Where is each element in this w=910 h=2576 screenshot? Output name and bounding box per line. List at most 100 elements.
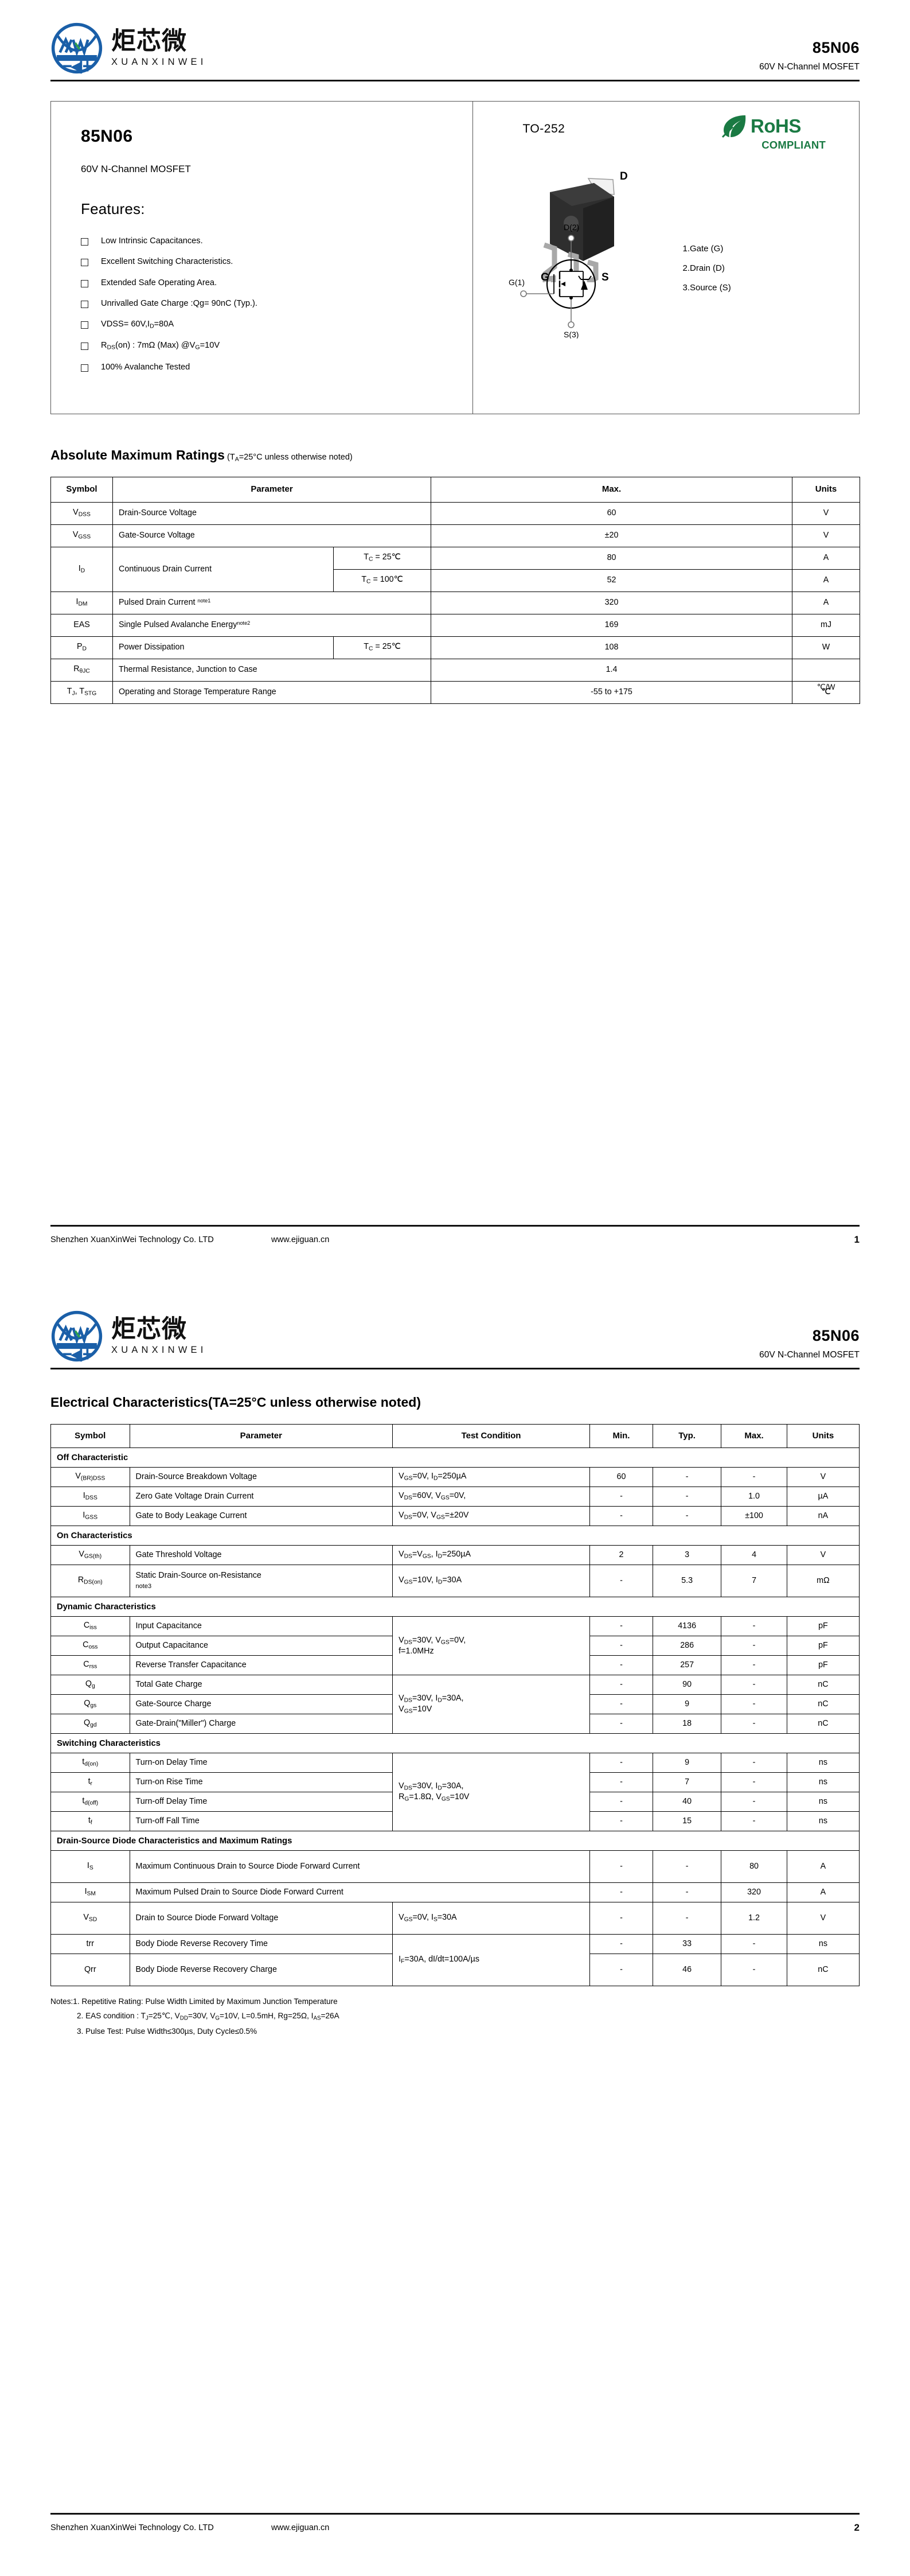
- footer-page-number: 2: [854, 2522, 860, 2533]
- features-heading: Features:: [81, 200, 145, 217]
- cell-parameter: Drain to Source Diode Forward Voltage: [129, 1902, 393, 1935]
- elec-condition: (TA=25°C unless otherwise noted): [208, 1395, 421, 1410]
- cell-min: -: [589, 1792, 654, 1812]
- col-symbol: Symbol: [50, 477, 113, 503]
- table-row: VGS(th) Gate Threshold Voltage VDS=VGS, …: [50, 1545, 860, 1566]
- cell-symbol: Ciss: [50, 1616, 130, 1637]
- elec-section-title: Electrical Characteristics(TA=25°C unles…: [50, 1395, 860, 1410]
- table-header-row: Symbol Parameter Max. Units: [50, 477, 861, 503]
- cell-symbol: VGSS: [50, 524, 113, 547]
- cell-typ: 257: [653, 1655, 722, 1676]
- col-test-condition: Test Condition: [392, 1423, 590, 1449]
- feature-label-rdson: RDS(on) : 7mΩ (Max) @VG=10V: [101, 341, 220, 351]
- cell-typ: -: [653, 1882, 722, 1903]
- table-row: ID Continuous Drain Current TC = 25℃ 80 …: [50, 547, 861, 592]
- cell-max: -: [721, 1714, 787, 1734]
- cell-units: pF: [786, 1636, 860, 1656]
- table-row: Qrr Body Diode Reverse Recovery Charge -…: [50, 1954, 860, 1987]
- cell-units: nC: [786, 1694, 860, 1715]
- cell-symbol: IDSS: [50, 1487, 130, 1507]
- cell-parameter: Drain-Source Breakdown Voltage: [129, 1467, 393, 1488]
- feature-item: Extended Safe Operating Area.: [81, 278, 472, 288]
- cell-symbol: VGS(th): [50, 1545, 130, 1566]
- cell-typ: 3: [653, 1545, 722, 1566]
- table-row: VGSS Gate-Source Voltage ±20 V: [50, 524, 861, 547]
- table-row: tr Turn-on Rise Time - 7 - ns: [50, 1772, 860, 1793]
- table-row: Crss Reverse Transfer Capacitance - 257 …: [50, 1655, 860, 1676]
- footer-url[interactable]: www.ejiguan.cn: [271, 1235, 330, 1244]
- table-row: IS Maximum Continuous Drain to Source Di…: [50, 1850, 860, 1884]
- pin-item-drain: 2.Drain (D): [682, 263, 725, 273]
- cell-units: A: [786, 1882, 860, 1903]
- mosfet-symbol-diagram: D(2) G(1): [496, 221, 668, 339]
- group-row-off: Off Characteristic: [50, 1447, 860, 1468]
- cell-condition: IF=30A, dI/dt=100A/µs: [392, 1934, 590, 1987]
- cell-symbol: IGSS: [50, 1506, 130, 1527]
- cell-units: nC: [786, 1714, 860, 1734]
- cell-min: -: [589, 1675, 654, 1695]
- cell-max: -: [721, 1753, 787, 1773]
- cell-units: ns: [786, 1753, 860, 1773]
- svg-text:S(3): S(3): [564, 330, 579, 338]
- cell-condition: VGS=0V, ID=250µA: [392, 1467, 590, 1488]
- cell-units: ℃/W: [792, 659, 861, 691]
- xxw-circle-logo-icon: [50, 1310, 103, 1363]
- page-header: 炬芯微 XUANXINWEI 85N06 60V N-Channel MOSFE…: [0, 0, 910, 75]
- footer-url[interactable]: www.ejiguan.cn: [271, 2523, 330, 2532]
- cell-typ: 5.3: [653, 1565, 722, 1598]
- cell-units: A: [786, 1850, 860, 1884]
- cell-units: nC: [786, 1954, 860, 1987]
- cell-typ: 286: [653, 1636, 722, 1656]
- cell-parameter: Static Drain-Source on-Resistance note3: [129, 1565, 393, 1598]
- checkbox-icon: [81, 259, 88, 267]
- cell-parameter: Output Capacitance: [129, 1636, 393, 1656]
- cell-min: -: [589, 1954, 654, 1987]
- cell-min: -: [589, 1636, 654, 1656]
- table-row: Qg Total Gate Charge VDS=30V, ID=30A, VGS…: [50, 1675, 860, 1734]
- cell-condition: VDS=30V, ID=30A, VGS=10V: [392, 1675, 590, 1734]
- table-row: TJ, TSTG Operating and Storage Temperatu…: [50, 681, 861, 704]
- table-row: IDSS Zero Gate Voltage Drain Current VDS…: [50, 1487, 860, 1507]
- cell-parameter: Gate to Body Leakage Current: [129, 1506, 393, 1527]
- feature-label: 100% Avalanche Tested: [101, 362, 190, 372]
- panel-divider: [472, 102, 474, 414]
- cell-parameter: Continuous Drain Current: [112, 547, 334, 592]
- table-row: IDM Pulsed Drain Current note1 320 A: [50, 592, 861, 614]
- brand-name-cn: 炬芯微: [111, 27, 187, 56]
- cell-max: -: [721, 1675, 787, 1695]
- cell-parameter: Gate-Source Charge: [129, 1694, 393, 1715]
- cell-symbol: VSD: [50, 1902, 130, 1935]
- cell-min: -: [589, 1616, 654, 1637]
- table-row: VDSS Drain-Source Voltage 60 V: [50, 502, 861, 525]
- header-part-number: 85N06: [812, 38, 860, 56]
- checkbox-icon: [81, 321, 88, 329]
- cell-max: 52: [431, 569, 793, 592]
- cell-units: V: [786, 1902, 860, 1935]
- feature-label: Low Intrinsic Capacitances.: [101, 236, 203, 246]
- cell-symbol: RθJC: [50, 659, 113, 682]
- group-label: On Characteristics: [50, 1526, 860, 1546]
- cell-max: 80: [721, 1850, 787, 1884]
- cell-units: A: [792, 547, 861, 570]
- cell-typ: 90: [653, 1675, 722, 1695]
- cell-condition: VDS=0V, VGS=±20V: [392, 1506, 590, 1527]
- col-min: Min.: [589, 1423, 654, 1449]
- cell-max: 60: [431, 502, 793, 525]
- cell-min: -: [589, 1694, 654, 1715]
- footer-company: Shenzhen XuanXinWei Technology Co. LTD: [50, 1235, 214, 1244]
- col-units: Units: [792, 477, 861, 503]
- cell-units: W: [792, 636, 861, 659]
- electrical-characteristics-table: Symbol Parameter Test Condition Min. Typ…: [50, 1423, 860, 1987]
- cell-condition: TC = 25℃: [333, 547, 432, 570]
- svg-text:S: S: [602, 271, 609, 282]
- cell-symbol: ISM: [50, 1882, 130, 1903]
- col-typ: Typ.: [653, 1423, 722, 1449]
- cell-symbol: IDM: [50, 592, 113, 614]
- cell-symbol: Qg: [50, 1675, 130, 1695]
- cell-parameter: Pulsed Drain Current note1: [112, 592, 432, 614]
- cell-max: 80: [431, 547, 793, 570]
- cell-max: -: [721, 1636, 787, 1656]
- cell-units: mΩ: [786, 1565, 860, 1598]
- cell-parameter: Gate-Source Voltage: [112, 524, 432, 547]
- cell-units: V: [792, 502, 861, 525]
